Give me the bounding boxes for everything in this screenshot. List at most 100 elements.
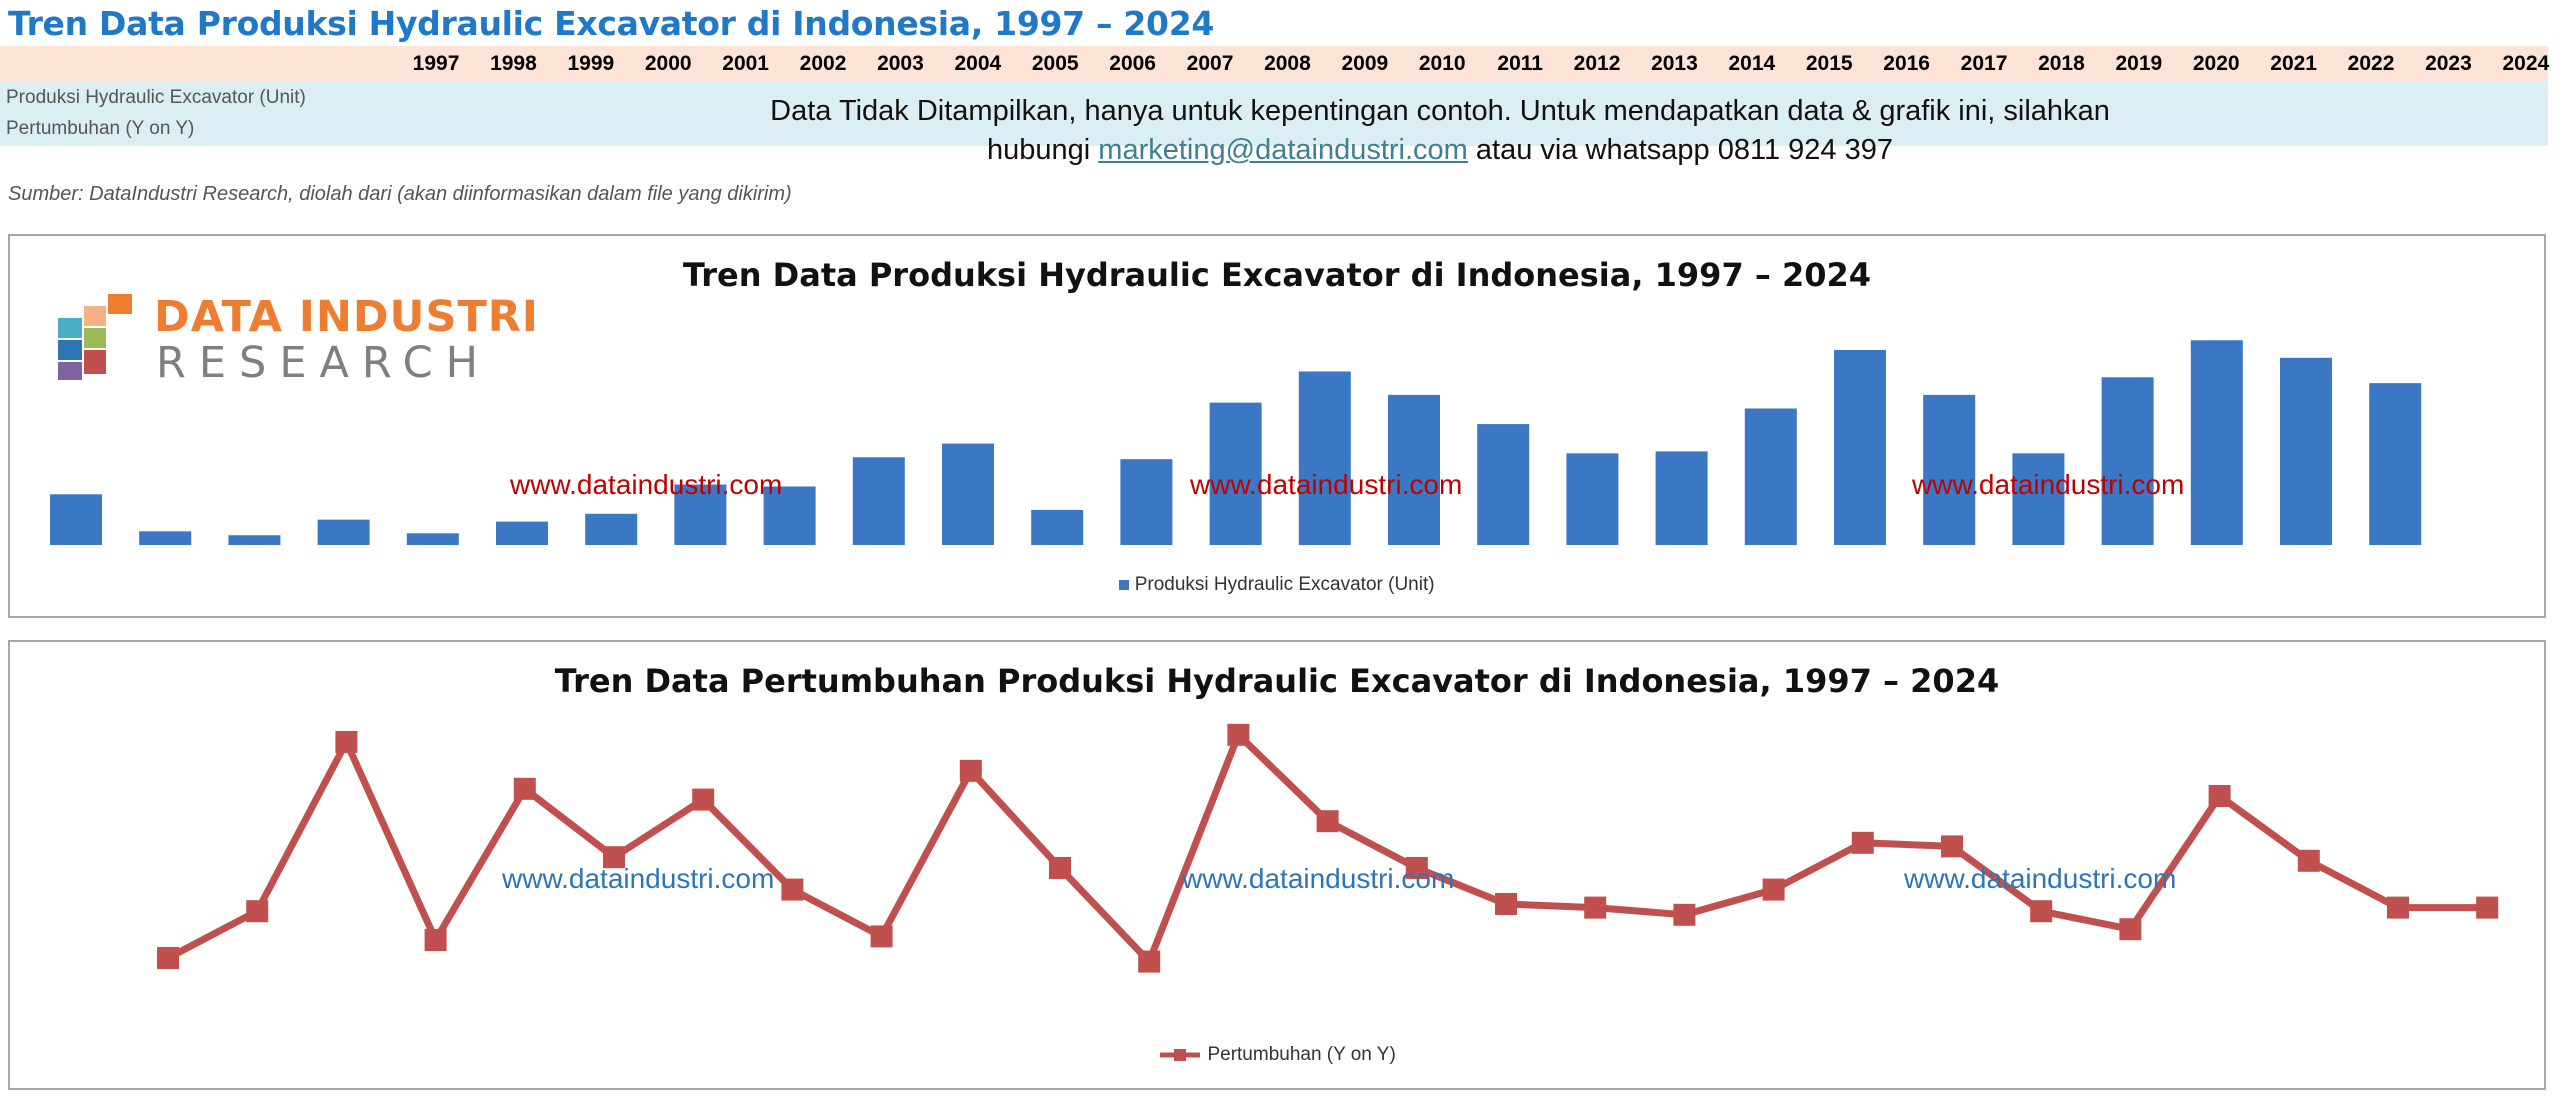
year-header-2014: 2014 xyxy=(1728,52,1776,75)
point-1998 xyxy=(246,900,269,923)
point-2013 xyxy=(1584,896,1607,919)
point-2020 xyxy=(2208,785,2231,807)
bar-2014 xyxy=(1566,453,1619,545)
year-header-2006: 2006 xyxy=(1109,52,1156,75)
contact-email-link[interactable]: marketing@dataindustri.com xyxy=(1098,134,1468,166)
point-2018 xyxy=(2030,900,2053,923)
watermark-line-2: www.dataindustri.com xyxy=(1181,863,1454,894)
point-2022 xyxy=(2387,896,2409,919)
notice-line-1: Data Tidak Ditampilkan, hanya untuk kepe… xyxy=(770,95,2110,127)
watermark-bar-1: www.dataindustri.com xyxy=(509,469,782,500)
bar-2006 xyxy=(852,457,905,545)
bar-2005 xyxy=(763,486,816,545)
point-2000 xyxy=(424,929,447,951)
line-legend-swatch xyxy=(1160,1048,1201,1061)
bar-chart-legend: Produksi Hydraulic Excavator (Unit) xyxy=(10,574,2544,596)
year-header-row: 1997 1998 1999 2000 2001 2002 2003 2004 2005 2006… xyxy=(0,46,2550,82)
year-header-2015: 2015 xyxy=(1805,52,1853,75)
row-label-production: Produksi Hydraulic Excavator (Unit) xyxy=(6,87,306,108)
point-2017 xyxy=(1941,835,1963,858)
bar-legend-label: Produksi Hydraulic Excavator (Unit) xyxy=(1134,574,1435,595)
year-header-2022: 2022 xyxy=(2347,52,2395,75)
line-chart-title: Tren Data Pertumbuhan Produksi Hydraulic… xyxy=(554,662,2000,700)
watermark-bar-2: www.dataindustri.com xyxy=(1189,469,1462,500)
year-header-2019: 2019 xyxy=(2115,52,2163,75)
year-header-2004: 2004 xyxy=(954,52,1002,75)
point-2005 xyxy=(870,925,893,948)
bar-2010 xyxy=(1209,402,1262,545)
source-note: Sumber: DataIndustri Research, diolah da… xyxy=(8,183,792,205)
point-2007 xyxy=(1049,857,1071,879)
year-header-2010: 2010 xyxy=(1418,52,1466,75)
bar-2001 xyxy=(406,533,459,545)
year-header-2016: 2016 xyxy=(1883,52,1930,75)
year-header-2024: 2024 xyxy=(2502,52,2550,75)
bar-1999 xyxy=(228,535,281,545)
year-header-2012: 2012 xyxy=(1573,52,1621,75)
year-header-2018: 2018 xyxy=(2038,52,2085,75)
watermark-bar-3: www.dataindustri.com xyxy=(1911,469,2184,500)
year-header-1998: 1998 xyxy=(490,52,537,75)
bar-legend-swatch xyxy=(1119,579,1130,590)
logo-mark-icon xyxy=(58,294,132,380)
bar-1997 xyxy=(50,494,102,545)
point-2021 xyxy=(2297,849,2320,872)
point-2019 xyxy=(2119,918,2142,941)
bar-2022 xyxy=(2280,357,2332,545)
point-1997 xyxy=(157,947,179,969)
bar-2012 xyxy=(1388,394,1440,545)
point-1999 xyxy=(335,731,358,753)
logo-text-research: RESEARCH xyxy=(156,338,492,388)
point-2016 xyxy=(1851,831,1874,854)
year-header-1999: 1999 xyxy=(567,52,615,75)
point-2008 xyxy=(1138,950,1161,973)
bar-2013 xyxy=(1477,424,1530,545)
bar-2021 xyxy=(2190,340,2243,545)
bar-2008 xyxy=(1031,509,1084,545)
point-2001 xyxy=(513,777,536,800)
bar-2009 xyxy=(1120,459,1173,545)
point-2004 xyxy=(781,878,804,901)
data-hidden-notice: Data Tidak Ditampilkan, hanya untuk kepe… xyxy=(740,92,2140,170)
bar-chart-title: Tren Data Produksi Hydraulic Excavator d… xyxy=(682,256,1872,294)
line-chart-legend: Pertumbuhan (Y on Y) xyxy=(10,1044,2544,1066)
point-2011 xyxy=(1405,857,1428,879)
logo-text-data-industri: DATA INDUSTRI xyxy=(154,292,539,342)
bar-2017 xyxy=(1834,350,1886,545)
notice-prefix: hubungi xyxy=(987,134,1091,166)
point-2012 xyxy=(1495,893,1517,915)
bar-2002 xyxy=(496,521,548,545)
year-header-2000: 2000 xyxy=(644,52,692,75)
year-header-2013: 2013 xyxy=(1651,52,1698,75)
data-industri-logo: DATA INDUSTRI RESEARCH xyxy=(50,292,538,388)
bar-2016 xyxy=(1744,408,1797,545)
line-legend-label: Pertumbuhan (Y on Y) xyxy=(1207,1044,1396,1065)
line-chart-plot: www.dataindustri.com www.dataindustri.com… xyxy=(157,723,2499,973)
year-header-2005: 2005 xyxy=(1031,52,1079,75)
bar-2000 xyxy=(317,519,370,545)
bar-2019 xyxy=(2012,453,2065,545)
production-chart-panel: Tren Data Produksi Hydraulic Excavator d… xyxy=(8,234,2546,618)
point-2010 xyxy=(1316,810,1339,833)
year-header-2017: 2017 xyxy=(1960,52,2008,75)
bar-2011 xyxy=(1298,371,1351,545)
point-2015 xyxy=(1762,878,1785,901)
point-2006 xyxy=(959,759,982,782)
year-header-2008: 2008 xyxy=(1264,52,1311,75)
year-header-2007: 2007 xyxy=(1186,52,1234,75)
bar-2003 xyxy=(585,513,638,545)
year-header-2011: 2011 xyxy=(1497,52,1543,75)
year-header-2001: 2001 xyxy=(722,52,769,75)
point-2002 xyxy=(603,846,625,869)
point-2009 xyxy=(1227,723,1250,746)
row-label-growth: Pertumbuhan (Y on Y) xyxy=(6,118,195,139)
year-header-2002: 2002 xyxy=(799,52,847,75)
year-header-2009: 2009 xyxy=(1341,52,1389,75)
watermark-line-3: www.dataindustri.com xyxy=(1903,863,2176,894)
watermark-line-1: www.dataindustri.com xyxy=(501,863,774,894)
bar-2020 xyxy=(2101,377,2154,545)
point-2014 xyxy=(1673,903,1696,926)
point-2023 xyxy=(2476,896,2499,919)
year-header-2020: 2020 xyxy=(2192,52,2240,75)
bar-2023 xyxy=(2369,383,2422,545)
